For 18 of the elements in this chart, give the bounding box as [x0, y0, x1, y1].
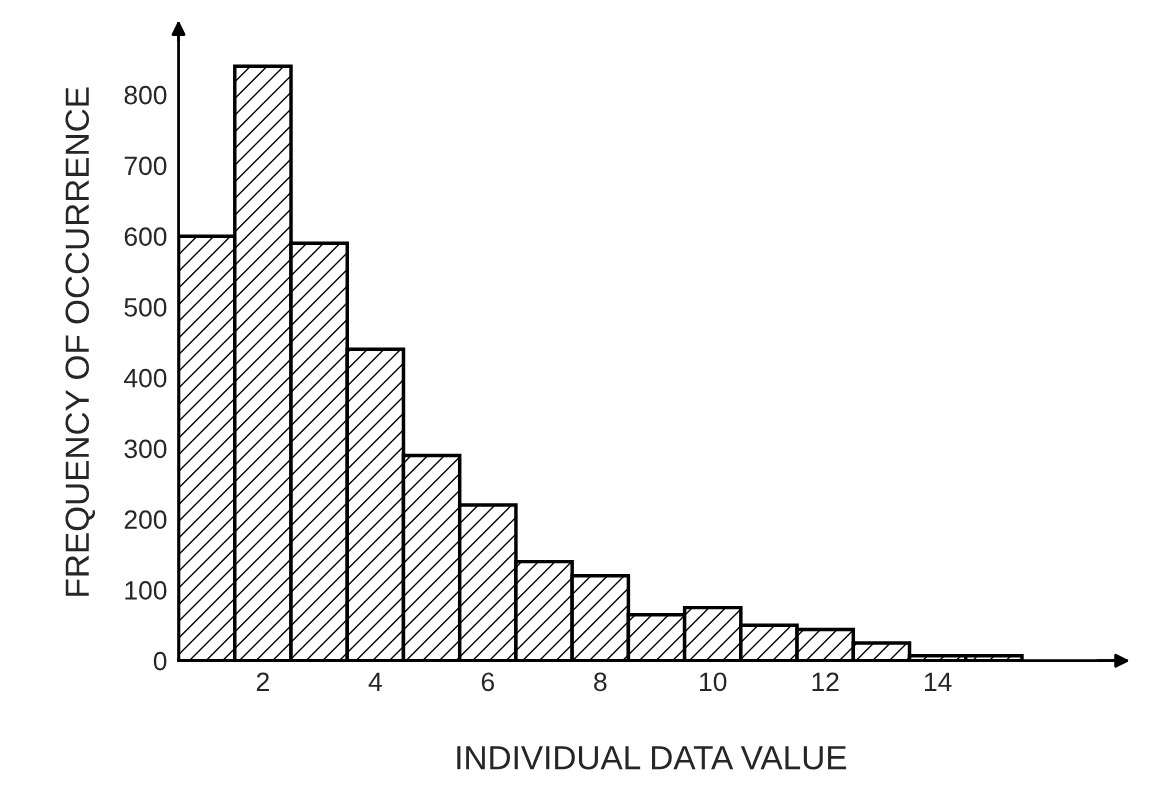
x-tick-label: 14: [924, 672, 952, 691]
x-axis-title: INDIVIDUAL DATA VALUE: [457, 746, 847, 770]
y-tick-label: 600: [124, 227, 167, 246]
x-tick-label: 8: [594, 672, 607, 692]
y-tick-label: 400: [124, 368, 167, 388]
y-tick-label: 0: [153, 651, 167, 671]
x-tick-label: 10: [700, 672, 727, 692]
y-tick-label: 300: [124, 439, 167, 459]
y-tick-label: 100: [125, 581, 167, 600]
y-tick-label: 200: [124, 510, 167, 529]
x-tick-label: 12: [812, 672, 839, 691]
y-axis-title: FREQUENCY OF OCCURRENCE: [65, 87, 96, 596]
y-tick-label: 500: [124, 298, 167, 317]
x-tick-label: 4: [368, 672, 382, 691]
y-tick-label: 800: [124, 85, 167, 105]
y-tick-label: 700: [124, 156, 167, 176]
x-tick-label: 2: [256, 672, 269, 691]
x-tick-label: 6: [481, 672, 494, 692]
